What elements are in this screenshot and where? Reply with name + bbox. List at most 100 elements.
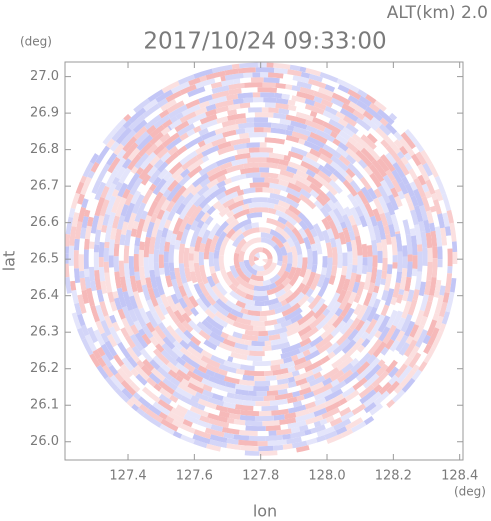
echo-cell — [167, 125, 172, 131]
echo-cell — [223, 360, 241, 370]
echo-cell — [110, 227, 117, 240]
echo-cell — [175, 321, 187, 333]
echo-cell — [171, 194, 186, 213]
echo-cell — [68, 207, 76, 218]
echo-cell — [115, 329, 131, 350]
echo-cell — [138, 354, 146, 363]
echo-cell — [124, 229, 132, 246]
echo-cell — [360, 147, 376, 163]
echo-cell — [358, 289, 369, 306]
echo-cell — [227, 199, 245, 211]
echo-cell — [237, 92, 253, 99]
echo-cell — [319, 72, 339, 83]
echo-cell — [294, 359, 313, 371]
echo-cell — [273, 62, 291, 70]
echo-cell — [221, 119, 236, 128]
echo-cell — [199, 177, 211, 188]
echo-cell — [133, 307, 147, 328]
echo-cell — [144, 382, 162, 398]
echo-cell — [362, 116, 379, 131]
echo-cell — [123, 245, 130, 264]
echo-cell — [310, 84, 320, 92]
echo-cell — [138, 328, 146, 337]
echo-cell — [313, 90, 333, 103]
echo-cell — [292, 173, 312, 187]
echo-cell — [324, 388, 344, 402]
echo-cell — [280, 348, 301, 360]
echo-cell — [254, 112, 274, 118]
echo-cell — [190, 335, 202, 347]
echo-cell — [157, 98, 169, 108]
echo-cell — [224, 169, 242, 180]
echo-cell — [277, 163, 288, 171]
echo-cell — [414, 205, 424, 223]
echo-cell — [167, 411, 185, 424]
echo-cell — [247, 309, 261, 317]
echo-cell — [409, 228, 416, 237]
echo-cell — [353, 294, 361, 304]
echo-cell — [169, 377, 181, 387]
echo-cell — [268, 301, 283, 311]
echo-cell — [161, 132, 180, 148]
echo-cell — [359, 215, 368, 228]
echo-cell — [140, 231, 147, 243]
echo-cell — [407, 254, 413, 262]
echo-cell — [130, 228, 138, 237]
echo-cell — [165, 305, 180, 325]
echo-cell — [135, 218, 146, 239]
echo-cell — [226, 312, 238, 322]
echo-cell — [316, 435, 326, 443]
echo-cell — [106, 152, 118, 166]
echo-cell — [336, 327, 354, 346]
echo-cell — [371, 239, 378, 256]
echo-cell — [381, 289, 389, 302]
echo-cell — [220, 331, 229, 340]
echo-cell — [96, 346, 106, 357]
echo-cell — [75, 282, 83, 296]
x-axis-label: lon — [253, 502, 277, 521]
echo-cell — [305, 414, 324, 425]
echo-cell — [247, 157, 267, 164]
echo-cell — [197, 403, 206, 411]
echo-cell — [239, 77, 252, 84]
y-tick-label: 26.8 — [30, 142, 59, 157]
echo-cell — [248, 278, 264, 287]
echo-cell — [321, 229, 331, 244]
echo-cell — [176, 150, 189, 162]
echo-cell — [148, 253, 155, 271]
echo-cell — [363, 416, 375, 426]
x-tick-label: 127.4 — [109, 469, 146, 484]
echo-cell — [365, 94, 377, 104]
echo-cell — [293, 222, 303, 231]
echo-cell — [358, 384, 375, 399]
echo-cell — [385, 152, 397, 165]
echo-cell — [235, 300, 246, 309]
echo-cell — [195, 78, 216, 89]
y-tick-label: 26.5 — [30, 252, 59, 267]
echo-cell — [351, 403, 367, 416]
echo-cell — [238, 261, 253, 279]
echo-cell — [196, 321, 213, 336]
echo-cell — [83, 182, 95, 200]
echo-cell — [289, 275, 304, 294]
echo-cell — [284, 139, 294, 147]
echo-cell — [363, 402, 377, 414]
echo-cell — [424, 280, 432, 296]
echo-cell — [174, 267, 183, 287]
echo-cell — [307, 422, 316, 430]
echo-cell — [230, 308, 244, 319]
echo-cell — [141, 333, 152, 346]
echo-cell — [384, 288, 395, 307]
echo-cell — [259, 142, 267, 148]
echo-cell — [440, 269, 448, 287]
echo-cell — [404, 128, 418, 144]
echo-cell — [181, 320, 194, 333]
echo-cell — [236, 283, 255, 296]
echo-cell — [116, 367, 133, 385]
echo-cell — [224, 264, 231, 273]
echo-cell — [284, 289, 301, 304]
echo-cell — [291, 354, 299, 362]
echo-cell — [402, 245, 408, 257]
echo-cell — [313, 96, 323, 104]
echo-cell — [79, 270, 85, 279]
